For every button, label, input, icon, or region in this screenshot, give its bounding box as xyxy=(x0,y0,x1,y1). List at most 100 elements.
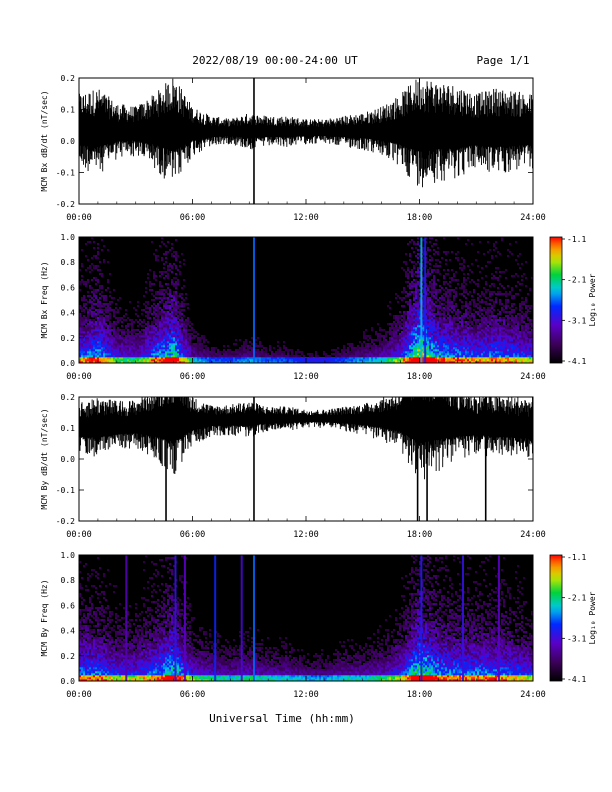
spectrogram-cell xyxy=(427,321,430,324)
spectrogram-cell xyxy=(441,361,444,364)
spectrogram-cell xyxy=(431,353,434,356)
spectrogram-cell xyxy=(505,307,508,310)
spectrogram-cell xyxy=(423,287,426,290)
spectrogram-cell xyxy=(417,299,420,302)
spectrogram-cell xyxy=(413,309,416,312)
spectrogram-cell xyxy=(475,321,478,324)
spectrogram-cell xyxy=(259,355,262,358)
spectrogram-cell xyxy=(105,343,108,346)
spectrogram-cell xyxy=(113,289,116,292)
spectrogram-cell xyxy=(413,361,416,364)
spectrogram-cell xyxy=(279,353,282,356)
spectrogram-cell xyxy=(395,341,398,344)
spectrogram-cell xyxy=(177,321,180,324)
spectrogram-cell xyxy=(161,331,164,334)
spectrogram-cell xyxy=(163,313,166,316)
spectrogram-cell xyxy=(455,287,458,290)
spectrogram-cell xyxy=(497,313,500,316)
spectrogram-cell xyxy=(193,347,196,350)
spectrogram-cell xyxy=(463,327,466,330)
spectrogram-cell xyxy=(175,259,178,262)
spectrogram-cell xyxy=(445,305,448,308)
spectrogram-cell xyxy=(429,299,432,302)
spectrogram-cell xyxy=(169,317,172,320)
spectrogram-cell xyxy=(511,343,514,346)
spectrogram-cell xyxy=(415,293,418,296)
spectrogram-cell xyxy=(161,313,164,316)
spectrogram-cell xyxy=(201,355,204,358)
spectrogram-cell xyxy=(467,293,470,296)
spectrogram-cell xyxy=(407,359,410,362)
spectrogram-cell xyxy=(475,343,478,346)
spectrogram-cell xyxy=(459,349,462,352)
spectrogram-cell xyxy=(503,323,506,326)
spectrogram-cell xyxy=(273,355,276,358)
spectrogram-cell xyxy=(445,253,448,256)
spectrogram-cell xyxy=(159,351,162,354)
spectrogram-cell xyxy=(297,351,300,354)
spectrogram-cell xyxy=(219,355,222,358)
spectrogram-cell xyxy=(501,303,504,306)
spectrogram-cell xyxy=(373,339,376,342)
spectrogram-cell xyxy=(469,349,472,352)
spectrogram-cell xyxy=(467,347,470,350)
spectrogram-cell xyxy=(501,359,504,362)
spectrogram-cell xyxy=(285,347,288,350)
spectrogram-cell xyxy=(99,323,102,326)
spectrogram-cell xyxy=(429,323,432,326)
spectrogram-cell xyxy=(109,323,112,326)
spectrogram-cell xyxy=(165,333,168,336)
spectrogram-cell xyxy=(499,353,502,356)
spectrogram-cell xyxy=(491,305,494,308)
spectrogram-cell xyxy=(95,315,98,318)
spectrogram-cell xyxy=(485,291,488,294)
spectrogram-cell xyxy=(351,349,354,352)
spectrogram-cell xyxy=(519,305,522,308)
spectrogram-cell xyxy=(171,313,174,316)
spectrogram-cell xyxy=(315,355,318,358)
spectrogram-cell xyxy=(473,319,476,322)
spectrogram-cell xyxy=(507,293,510,296)
spectrogram-cell xyxy=(481,329,484,332)
spectrogram-cell xyxy=(303,359,306,362)
spectrogram-cell xyxy=(81,329,84,332)
spectrogram-cell xyxy=(103,353,106,356)
spectrogram-cell xyxy=(503,293,506,296)
spectrogram-cell xyxy=(369,345,372,348)
spectrogram-cell xyxy=(181,353,184,356)
spectrogram-cell xyxy=(385,347,388,350)
spectrogram-cell xyxy=(139,343,142,346)
spectrogram-cell xyxy=(181,253,184,256)
spectrogram-cell xyxy=(481,357,484,360)
spectrogram-cell xyxy=(153,359,156,362)
spectrogram-cell xyxy=(97,321,100,324)
spectrogram-cell xyxy=(93,325,96,328)
spectrogram-cell xyxy=(503,329,506,332)
spectrogram-cell xyxy=(113,359,116,362)
spectrogram-cell xyxy=(141,321,144,324)
spectrogram-cell xyxy=(371,327,374,330)
spectrogram-cell xyxy=(167,311,170,314)
spectrogram-cell xyxy=(457,257,460,260)
y-tick-label: -0.1 xyxy=(56,169,75,178)
spectrogram-cell xyxy=(313,361,316,364)
spectrogram-cell xyxy=(495,247,498,250)
spectrogram-cell xyxy=(403,351,406,354)
spectrogram-cell xyxy=(439,333,442,336)
spectrogram-cell xyxy=(519,303,522,306)
spectrogram-cell xyxy=(409,287,412,290)
spectrogram-cell xyxy=(519,359,522,362)
spectrogram-cell xyxy=(363,349,366,352)
spectrogram-cell xyxy=(505,315,508,318)
spectrogram-cell xyxy=(107,309,110,312)
spectrogram-cell xyxy=(437,357,440,360)
spectrogram-cell xyxy=(93,343,96,346)
spectrogram-cell xyxy=(401,337,404,340)
spectrogram-cell xyxy=(501,337,504,340)
spectrogram-cell xyxy=(117,357,120,360)
spectrogram-cell xyxy=(141,353,144,356)
spectrogram-cell xyxy=(435,357,438,360)
spectrogram-cell xyxy=(413,265,416,268)
spectrogram-cell xyxy=(419,309,422,312)
spectrogram-cell xyxy=(513,321,516,324)
